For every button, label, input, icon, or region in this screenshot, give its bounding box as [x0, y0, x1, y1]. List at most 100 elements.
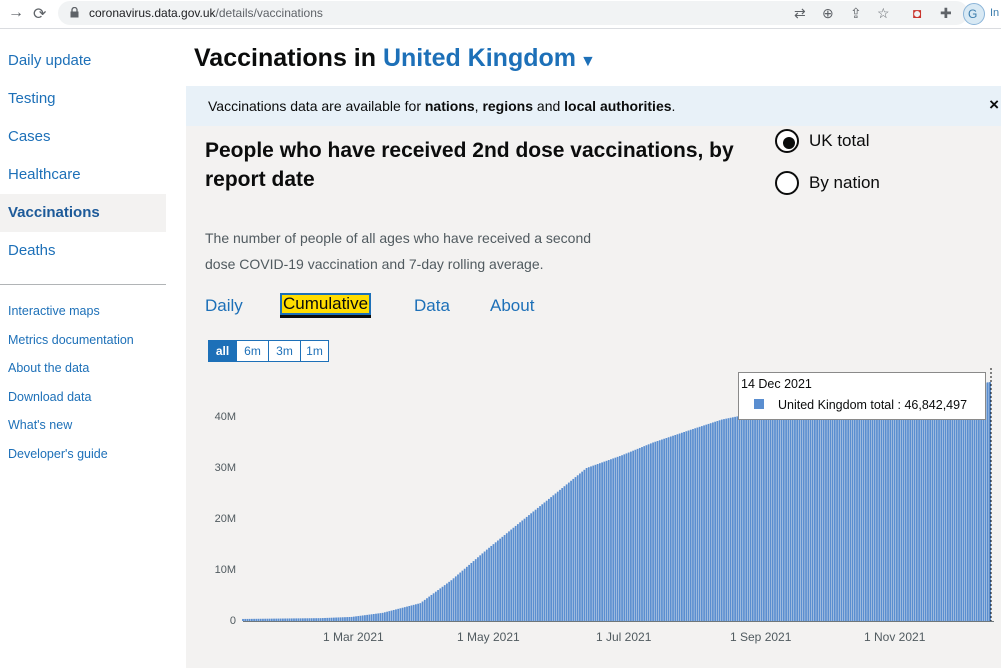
- chart-bar[interactable]: [989, 382, 991, 621]
- chart-bar[interactable]: [348, 617, 351, 621]
- chart-bar[interactable]: [244, 618, 247, 621]
- chart-bar[interactable]: [720, 419, 723, 621]
- chart-bar[interactable]: [922, 389, 925, 621]
- chart-bar[interactable]: [490, 545, 493, 621]
- sidebar-link-download-data[interactable]: Download data: [8, 389, 92, 404]
- chart-bar[interactable]: [700, 426, 703, 621]
- chart-bar[interactable]: [822, 402, 825, 621]
- chart-bar[interactable]: [450, 580, 453, 621]
- chart-bar[interactable]: [545, 500, 548, 621]
- chart-bar[interactable]: [304, 618, 306, 621]
- chart-bar[interactable]: [306, 618, 309, 621]
- chart-bar[interactable]: [847, 398, 850, 621]
- chart-bar[interactable]: [924, 388, 927, 621]
- chart-bar[interactable]: [884, 393, 887, 621]
- forward-icon[interactable]: →: [8, 4, 24, 21]
- chart-bar[interactable]: [643, 446, 646, 621]
- chart-bar[interactable]: [736, 416, 739, 621]
- chart-bar[interactable]: [288, 618, 291, 621]
- chart-bar[interactable]: [275, 618, 278, 621]
- chart-bar[interactable]: [585, 468, 588, 621]
- chart-bar[interactable]: [891, 392, 894, 621]
- sidebar-item-daily-update[interactable]: Daily update: [8, 52, 92, 69]
- chart-bar[interactable]: [439, 588, 442, 621]
- chart-bar[interactable]: [654, 441, 657, 621]
- chart-bar[interactable]: [794, 406, 796, 621]
- sidebar-link-metrics-documentation[interactable]: Metrics documentation: [8, 332, 134, 347]
- chart-bar[interactable]: [519, 522, 521, 621]
- chart-bar[interactable]: [246, 618, 249, 621]
- chart-bar[interactable]: [978, 383, 980, 621]
- chart-bar[interactable]: [760, 411, 763, 621]
- chart-bar[interactable]: [658, 440, 661, 621]
- chart-bar[interactable]: [625, 453, 628, 621]
- chart-bar[interactable]: [940, 387, 943, 621]
- chart-bar[interactable]: [572, 478, 575, 621]
- chart-bar[interactable]: [470, 562, 473, 621]
- chart-bar[interactable]: [563, 486, 566, 621]
- chart-bar[interactable]: [647, 444, 650, 621]
- chart-bar[interactable]: [661, 439, 663, 622]
- chart-bar[interactable]: [313, 618, 315, 621]
- zoom-icon[interactable]: ⊕: [822, 5, 834, 21]
- chart-bar[interactable]: [838, 399, 841, 621]
- chart-bar[interactable]: [882, 393, 885, 621]
- chart-bar[interactable]: [851, 397, 854, 621]
- chart-bar[interactable]: [692, 429, 694, 621]
- chart-bar[interactable]: [257, 618, 260, 621]
- sidebar-link-about-the-data[interactable]: About the data: [8, 361, 90, 376]
- bookmark-star-icon[interactable]: ☆: [877, 5, 890, 21]
- tab-daily[interactable]: Daily: [205, 296, 243, 315]
- chart-bar[interactable]: [811, 403, 814, 621]
- chart-bar[interactable]: [426, 598, 428, 621]
- chart-bar[interactable]: [944, 386, 947, 621]
- chart-bar[interactable]: [727, 418, 730, 621]
- chart-bar[interactable]: [975, 383, 978, 621]
- chart-bar[interactable]: [612, 458, 615, 621]
- chart-bar[interactable]: [862, 395, 865, 621]
- chart-bar[interactable]: [694, 428, 697, 621]
- chart-bar[interactable]: [437, 590, 439, 621]
- sidebar-item-cases[interactable]: Cases: [8, 128, 51, 145]
- chart-bar[interactable]: [853, 396, 856, 621]
- chart-bar[interactable]: [277, 618, 280, 621]
- chart-bar[interactable]: [521, 520, 524, 622]
- chart-bar[interactable]: [310, 618, 313, 621]
- chart-bar[interactable]: [845, 398, 847, 621]
- chart-bar[interactable]: [432, 593, 435, 621]
- chart-bar[interactable]: [590, 466, 592, 621]
- chart-bar[interactable]: [567, 482, 570, 621]
- tab-cumulative[interactable]: Cumulative: [280, 293, 372, 318]
- chart-bar[interactable]: [725, 418, 728, 621]
- chart-bar[interactable]: [465, 566, 468, 621]
- chart-bar[interactable]: [707, 423, 710, 621]
- chart-bar[interactable]: [909, 390, 912, 621]
- chart-bar[interactable]: [669, 436, 672, 622]
- chart-bar[interactable]: [284, 618, 287, 621]
- chart-bar[interactable]: [833, 400, 836, 621]
- chart-bar[interactable]: [645, 445, 648, 621]
- chart-bar[interactable]: [676, 434, 679, 621]
- chart-bar[interactable]: [259, 618, 262, 621]
- chart-bar[interactable]: [607, 460, 610, 621]
- chart-bar[interactable]: [953, 386, 956, 621]
- chart-bar[interactable]: [494, 542, 497, 621]
- chart-bar[interactable]: [769, 410, 772, 621]
- sidebar-item-deaths[interactable]: Deaths: [8, 242, 56, 259]
- chart-bar[interactable]: [960, 385, 963, 621]
- chart-bar[interactable]: [703, 425, 705, 621]
- chart-bar[interactable]: [740, 415, 743, 622]
- chart-bar[interactable]: [441, 586, 444, 621]
- chart-bar[interactable]: [503, 535, 506, 621]
- chart-bar[interactable]: [565, 484, 568, 621]
- chart-bar[interactable]: [984, 382, 987, 621]
- profile-avatar[interactable]: G: [963, 3, 985, 25]
- chart-bar[interactable]: [915, 389, 918, 621]
- chart-bar[interactable]: [583, 469, 586, 621]
- chart-bar[interactable]: [729, 417, 732, 621]
- chart-bar[interactable]: [982, 382, 985, 621]
- chart-bar[interactable]: [383, 612, 386, 621]
- chart-bar[interactable]: [796, 405, 799, 621]
- chart-bar[interactable]: [771, 409, 774, 621]
- chart-bar[interactable]: [825, 401, 827, 621]
